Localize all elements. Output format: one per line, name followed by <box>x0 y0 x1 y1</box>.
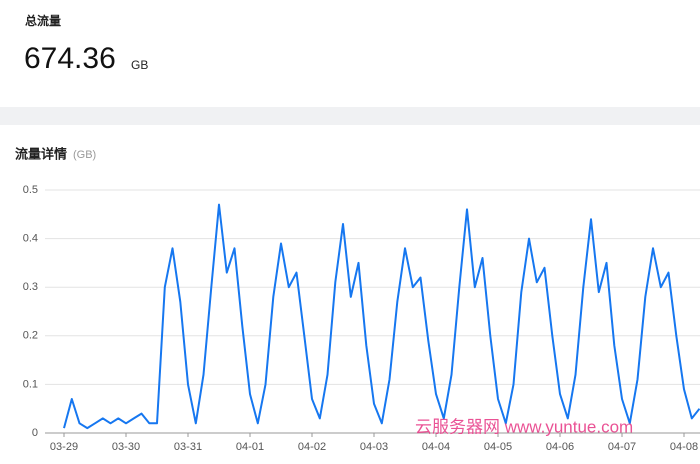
x-tick-label: 04-04 <box>422 441 450 453</box>
x-tick-label: 04-07 <box>608 441 636 453</box>
total-title: 总流量 <box>25 13 61 28</box>
y-tick-label: 0.2 <box>23 330 38 342</box>
x-tick-label: 04-05 <box>484 441 512 453</box>
x-tick-label: 03-29 <box>50 441 78 453</box>
x-tick-label: 04-08 <box>670 441 698 453</box>
x-tick-label: 04-01 <box>236 441 264 453</box>
chart-unit: (GB) <box>73 149 96 161</box>
series-line <box>63 203 700 430</box>
total-unit: GB <box>131 58 148 72</box>
x-tick-label: 03-30 <box>112 441 140 453</box>
x-tick-label: 04-03 <box>360 441 388 453</box>
x-tick-label: 04-06 <box>546 441 574 453</box>
y-tick-label: 0.3 <box>23 281 38 293</box>
y-tick-label: 0.5 <box>23 184 38 196</box>
y-tick-label: 0.1 <box>23 378 38 390</box>
plot: 0 0.1 0.2 0.3 0.4 0.5 03-29 03-30 03-31 04-01 04-0… <box>23 184 700 453</box>
x-tick-label: 03-31 <box>174 441 202 453</box>
watermark: 云服务器网 www.yuntue.com <box>415 417 633 436</box>
total-value: 674.36 <box>24 42 116 75</box>
y-tick-label: 0.4 <box>23 233 38 245</box>
separator <box>0 107 700 125</box>
chart-title: 流量详情 <box>15 146 67 161</box>
y-tick-label: 0 <box>32 427 38 439</box>
x-tick-label: 04-02 <box>298 441 326 453</box>
